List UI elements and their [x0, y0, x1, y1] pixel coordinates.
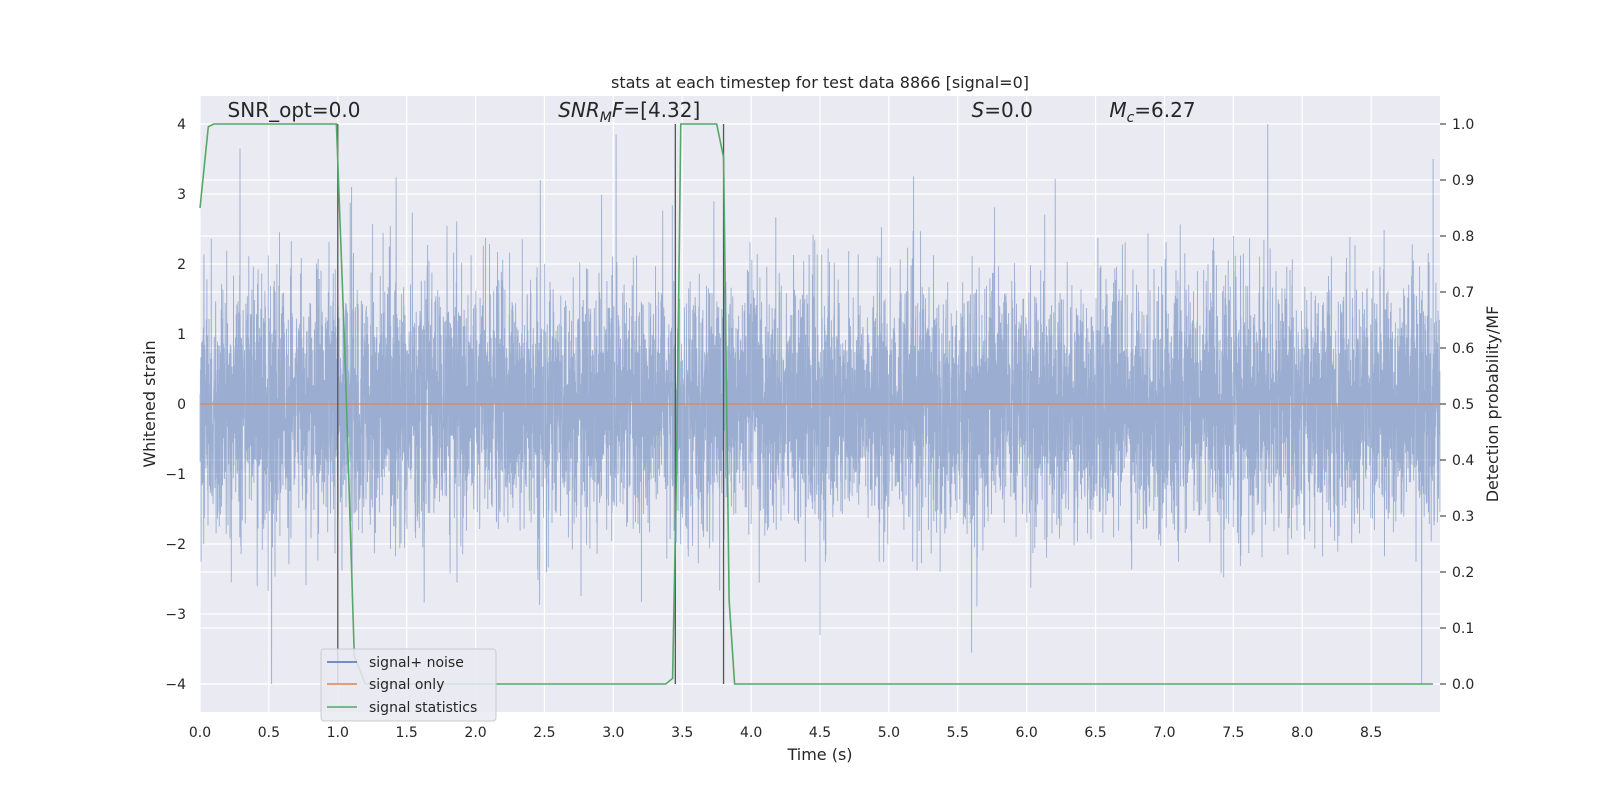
x-tick-label: 0.0	[189, 725, 211, 741]
right-tick-label: 0.2	[1452, 565, 1474, 581]
right-tick-label: 0.0	[1452, 677, 1474, 693]
signal-statistics-series	[199, 123, 1434, 685]
x-tick-label: 4.5	[809, 725, 831, 741]
y-tick-label: −3	[165, 607, 186, 623]
legend-label-signal-statistics: signal statistics	[369, 700, 477, 716]
x-tick-label: 2.0	[464, 725, 486, 741]
y-tick-label: 4	[177, 117, 186, 133]
right-axis-ticks: 0.0 0.1 0.2 0.3 0.4 0.5 0.6 0.7 0.8 0.9 1.0	[1440, 117, 1474, 693]
x-axis-ticks: 0.0 0.5 1.0 1.5 2.0 2.5 3.0 3.5 4.0 4.5 5.0 5.5 6.0 6…	[189, 725, 1382, 741]
annotation: S=0.0	[972, 98, 1033, 122]
y-tick-label: 1	[177, 327, 186, 343]
annotations: SNR_opt=0.0 SNRMF=[4.32] S=0.0 Mc=6.27	[228, 98, 1196, 126]
y-tick-label: −4	[165, 677, 186, 693]
x-tick-label: 8.0	[1291, 725, 1313, 741]
y-tick-label: 2	[177, 257, 186, 273]
right-tick-label: 0.9	[1452, 173, 1474, 189]
y-tick-label: 0	[177, 397, 186, 413]
y-axis-label: Whitened strain	[140, 340, 159, 467]
legend: signal+ noise signal only signal statist…	[320, 648, 497, 722]
right-tick-label: 0.8	[1452, 229, 1474, 245]
legend-box	[320, 648, 497, 722]
right-axis-label: Detection probability/MF	[1483, 306, 1502, 503]
x-tick-label: 7.5	[1222, 725, 1244, 741]
x-tick-label: 3.5	[671, 725, 693, 741]
y-tick-label: −2	[165, 537, 186, 553]
annotation: SNR_opt=0.0	[228, 98, 361, 122]
x-tick-label: 2.5	[533, 725, 555, 741]
right-tick-label: 0.3	[1452, 509, 1474, 525]
y-tick-label: 3	[177, 187, 186, 203]
legend-label-signal-only: signal only	[369, 677, 444, 693]
x-axis-label: Time (s)	[786, 745, 852, 764]
chart-title: stats at each timestep for test data 886…	[611, 73, 1029, 92]
x-tick-label: 5.0	[878, 725, 900, 741]
right-tick-label: 0.5	[1452, 397, 1474, 413]
x-tick-label: 7.0	[1153, 725, 1175, 741]
x-tick-label: 6.0	[1016, 725, 1038, 741]
x-tick-label: 1.0	[327, 725, 349, 741]
x-tick-label: 6.5	[1084, 725, 1106, 741]
x-tick-label: 1.5	[396, 725, 418, 741]
right-tick-label: 0.4	[1452, 453, 1474, 469]
right-tick-label: 0.1	[1452, 621, 1474, 637]
legend-label-signal-noise: signal+ noise	[369, 655, 464, 671]
right-tick-label: 0.7	[1452, 285, 1474, 301]
right-tick-label: 0.6	[1452, 341, 1474, 357]
x-tick-label: 4.0	[740, 725, 762, 741]
noise-series	[199, 123, 1441, 685]
x-tick-label: 5.5	[947, 725, 969, 741]
signal-noise-line	[199, 123, 1441, 685]
x-tick-label: 8.5	[1360, 725, 1382, 741]
annotation: Mc=6.27	[1109, 98, 1195, 126]
right-tick-label: 1.0	[1452, 117, 1474, 133]
annotation: SNRMF=[4.32]	[558, 98, 700, 126]
signal-statistics-line	[199, 123, 1434, 685]
y-tick-label: −1	[165, 467, 186, 483]
y-axis-ticks: −4 −3 −2 −1 0 1 2 3 4	[165, 117, 186, 693]
x-tick-label: 3.0	[602, 725, 624, 741]
x-tick-label: 0.5	[258, 725, 280, 741]
